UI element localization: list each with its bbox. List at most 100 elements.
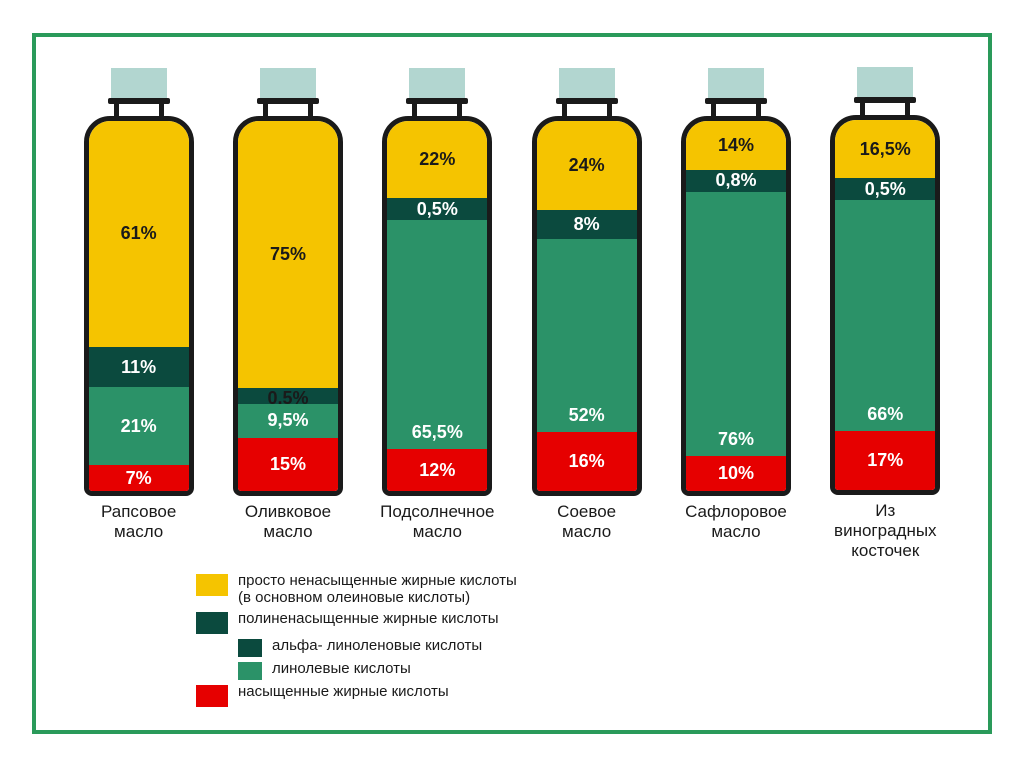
bottle: 14% 0,8% 76% 10%	[681, 68, 791, 496]
bottle-body: 14% 0,8% 76% 10%	[681, 116, 791, 496]
segment-label: 24%	[569, 155, 605, 176]
bottle-label: Соевоемасло	[557, 502, 616, 560]
legend-swatch	[196, 574, 228, 596]
bottle-body: 24% 8% 52% 16%	[532, 116, 642, 496]
bottle-label: Подсолнечноемасло	[380, 502, 494, 560]
legend-swatch	[238, 639, 262, 657]
legend-swatch	[196, 685, 228, 707]
legend-text: насыщенные жирные кислоты	[238, 683, 449, 700]
legend-swatch	[238, 662, 262, 680]
bottle-segment: 61%	[89, 121, 189, 347]
segment-label: 0,8%	[715, 170, 756, 191]
segment-label: 76%	[718, 429, 754, 450]
segment-label: 0,5%	[865, 179, 906, 200]
bottle-segment: 75%	[238, 121, 338, 388]
bottle-column: 75% 0,5% 9,5% 15% Оливковоемасло	[225, 68, 350, 560]
bottle-column: 16,5% 0,5% 66% 17% Извиноградныхкосточек	[823, 67, 948, 560]
bottle-neck	[412, 104, 462, 116]
bottle-segment: 10%	[686, 456, 786, 491]
bottle-label: Оливковоемасло	[245, 502, 331, 560]
segment-label: 65,5%	[412, 422, 463, 443]
bottle-segment: 0,5%	[835, 178, 935, 200]
bottle-segment: 65,5%	[387, 220, 487, 449]
bottle-segment: 76%	[686, 192, 786, 456]
bottle-body: 75% 0,5% 9,5% 15%	[233, 116, 343, 496]
segment-label: 14%	[718, 135, 754, 156]
bottle-neck	[114, 104, 164, 116]
bottle-segment: 66%	[835, 200, 935, 431]
segment-label: 12%	[419, 460, 455, 481]
legend-swatch	[196, 612, 228, 634]
segment-label: 17%	[867, 450, 903, 471]
legend-text: полиненасыщенные жирные кислоты	[238, 610, 499, 627]
segment-label: 10%	[718, 463, 754, 484]
segment-label: 61%	[121, 223, 157, 244]
segment-label: 0,5%	[417, 199, 458, 220]
legend-text: просто ненасыщенные жирные кислоты (в ос…	[238, 572, 517, 607]
segment-label: 0,5%	[267, 388, 308, 404]
bottle-segment: 8%	[537, 210, 637, 240]
bottle-body: 16,5% 0,5% 66% 17%	[830, 115, 940, 495]
legend: просто ненасыщенные жирные кислоты (в ос…	[66, 572, 958, 707]
legend-subitem: линолевые кислоты	[196, 660, 958, 680]
bottle-neck	[860, 103, 910, 115]
segment-label: 22%	[419, 149, 455, 170]
bottle-neck	[263, 104, 313, 116]
bottle-label: Сафлоровоемасло	[685, 502, 787, 560]
bottle-cap	[409, 68, 465, 98]
segment-label: 11%	[121, 357, 156, 378]
bottle-segment: 22%	[387, 121, 487, 198]
segment-label: 21%	[121, 416, 157, 437]
segment-label: 7%	[126, 468, 152, 489]
bottle-cap	[111, 68, 167, 98]
segment-label: 66%	[867, 404, 903, 425]
bottle-segment: 21%	[89, 387, 189, 465]
bottle-neck	[711, 104, 761, 116]
bottle-segment: 12%	[387, 449, 487, 491]
bottle-segment: 14%	[686, 121, 786, 170]
legend-subitem: альфа- линоленовые кислоты	[196, 637, 958, 657]
segment-label: 75%	[270, 244, 306, 265]
bottle-segment: 52%	[537, 239, 637, 431]
legend-text: альфа- линоленовые кислоты	[272, 637, 482, 654]
bottle: 22% 0,5% 65,5% 12%	[382, 68, 492, 496]
segment-label: 52%	[569, 405, 605, 426]
bottle-body: 61% 11% 21% 7%	[84, 116, 194, 496]
bottle-column: 24% 8% 52% 16% Соевоемасло	[524, 68, 649, 560]
bottle-cap	[857, 67, 913, 97]
bottle: 75% 0,5% 9,5% 15%	[233, 68, 343, 496]
legend-item: просто ненасыщенные жирные кислоты (в ос…	[196, 572, 958, 607]
bottle-segment: 16,5%	[835, 120, 935, 178]
bottle-segment: 0,8%	[686, 170, 786, 192]
legend-item: полиненасыщенные жирные кислоты	[196, 610, 958, 634]
bottle: 24% 8% 52% 16%	[532, 68, 642, 496]
segment-label: 9,5%	[267, 410, 308, 431]
bottle: 16,5% 0,5% 66% 17%	[830, 67, 940, 495]
segment-label: 8%	[574, 214, 600, 235]
bottle-segment: 16%	[537, 432, 637, 491]
legend-item: насыщенные жирные кислоты	[196, 683, 958, 707]
bottle-segment: 0,5%	[238, 388, 338, 404]
segment-label: 15%	[270, 454, 306, 475]
bottle-segment: 11%	[89, 347, 189, 388]
segment-label: 16,5%	[860, 139, 911, 160]
bottle-segment: 7%	[89, 465, 189, 491]
bottle-segment: 24%	[537, 121, 637, 210]
bottle: 61% 11% 21% 7%	[84, 68, 194, 496]
chart-frame: 61% 11% 21% 7% Рапсовоемасло 75% 0,5% 9,5% 15% Ол…	[32, 33, 992, 733]
bottle-column: 14% 0,8% 76% 10% Сафлоровоемасло	[673, 68, 798, 560]
bottle-neck	[562, 104, 612, 116]
bottle-column: 22% 0,5% 65,5% 12% Подсолнечноемасло	[375, 68, 500, 560]
bottle-cap	[708, 68, 764, 98]
legend-text: линолевые кислоты	[272, 660, 411, 677]
bottle-segment: 15%	[238, 438, 338, 491]
bottles-row: 61% 11% 21% 7% Рапсовоемасло 75% 0,5% 9,5% 15% Ол…	[66, 67, 958, 560]
bottle-segment: 17%	[835, 431, 935, 490]
bottle-segment: 0,5%	[387, 198, 487, 220]
bottle-cap	[559, 68, 615, 98]
bottle-label: Рапсовоемасло	[101, 502, 176, 560]
bottle-body: 22% 0,5% 65,5% 12%	[382, 116, 492, 496]
bottle-cap	[260, 68, 316, 98]
segment-label: 16%	[569, 451, 605, 472]
bottle-label: Извиноградныхкосточек	[834, 501, 937, 560]
